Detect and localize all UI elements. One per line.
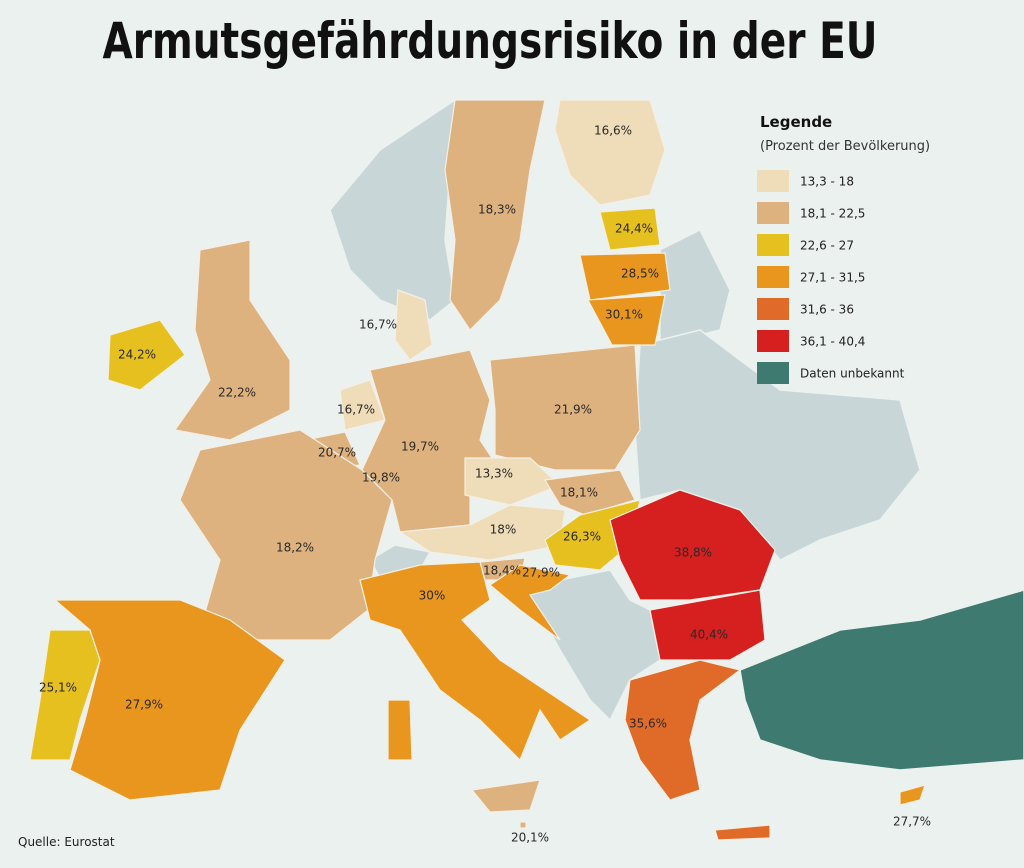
country-label: 21,9% [554, 403, 592, 417]
country [53, 599, 286, 801]
legend-swatch [757, 330, 789, 352]
norway [329, 98, 456, 321]
russia-west [659, 228, 731, 346]
country [107, 319, 186, 391]
turkey [739, 589, 1024, 771]
country [470, 779, 541, 813]
country [624, 659, 742, 801]
country-label: 27,7% [893, 815, 931, 829]
title: Armutsgefährdungsrisiko in der EU [103, 12, 878, 70]
country-label: 27,9% [125, 698, 163, 712]
legend-swatch [757, 362, 789, 384]
country [579, 252, 671, 301]
legend-label: 22,6 - 27 [800, 239, 854, 253]
source: Quelle: Eurostat [18, 835, 115, 849]
legend: Legende (Prozent der Bevölkerung) 13,3 -… [757, 113, 930, 384]
country-label: 18,2% [276, 541, 314, 555]
country-label: 30,1% [605, 308, 643, 322]
country [554, 99, 666, 206]
legend-swatch [757, 234, 789, 256]
country [519, 821, 527, 829]
country-labels: 16,6% 18,3% 24,4% 28,5% 30,1% 24,2% 22,2% 16,7%… [39, 124, 931, 845]
eu-countries [29, 99, 926, 841]
country [649, 589, 766, 661]
legend-label: 31,6 - 36 [800, 303, 854, 317]
country-label: 18% [490, 523, 517, 537]
country-label: 35,6% [629, 717, 667, 731]
country [599, 207, 661, 251]
legend-label: 36,1 - 40,4 [800, 335, 865, 349]
country [714, 824, 771, 841]
country-label: 19,8% [362, 471, 400, 485]
country-label: 16,7% [337, 403, 375, 417]
country-label: 40,4% [690, 628, 728, 642]
legend-label: Daten unbekannt [800, 367, 905, 381]
country-label: 22,2% [218, 386, 256, 400]
country-label: 20,7% [318, 446, 356, 460]
country [587, 294, 666, 346]
country [173, 239, 291, 441]
legend-swatch [757, 266, 789, 288]
legend-label: 13,3 - 18 [800, 175, 854, 189]
country [489, 344, 641, 471]
country [179, 429, 393, 641]
country-label: 24,2% [118, 348, 156, 362]
country-label: 28,5% [621, 267, 659, 281]
country-label: 30% [419, 589, 446, 603]
country-label: 26,3% [563, 530, 601, 544]
legend-swatch [757, 170, 789, 192]
country-label: 18,4% [483, 564, 521, 578]
country-label: 38,8% [674, 546, 712, 560]
country [488, 564, 572, 641]
legend-title: Legende [760, 113, 832, 131]
legend-subtitle: (Prozent der Bevölkerung) [760, 139, 930, 154]
country-label: 24,4% [615, 222, 653, 236]
country [394, 289, 433, 361]
country-label: 18,1% [560, 486, 598, 500]
legend-swatch [757, 202, 789, 224]
country [899, 784, 926, 806]
country-label: 19,7% [401, 440, 439, 454]
legend-label: 18,1 - 22,5 [800, 207, 865, 221]
country-label: 13,3% [475, 467, 513, 481]
country-label: 16,7% [359, 318, 397, 332]
country [387, 699, 413, 761]
country-label: 20,1% [511, 831, 549, 845]
legend-label: 27,1 - 31,5 [800, 271, 865, 285]
legend-swatch [757, 298, 789, 320]
country-label: 18,3% [478, 203, 516, 217]
country [444, 99, 546, 331]
country-label: 25,1% [39, 681, 77, 695]
country [464, 457, 562, 506]
country-label: 27,9% [522, 566, 560, 580]
country-label: 16,6% [594, 124, 632, 138]
country [359, 561, 592, 762]
